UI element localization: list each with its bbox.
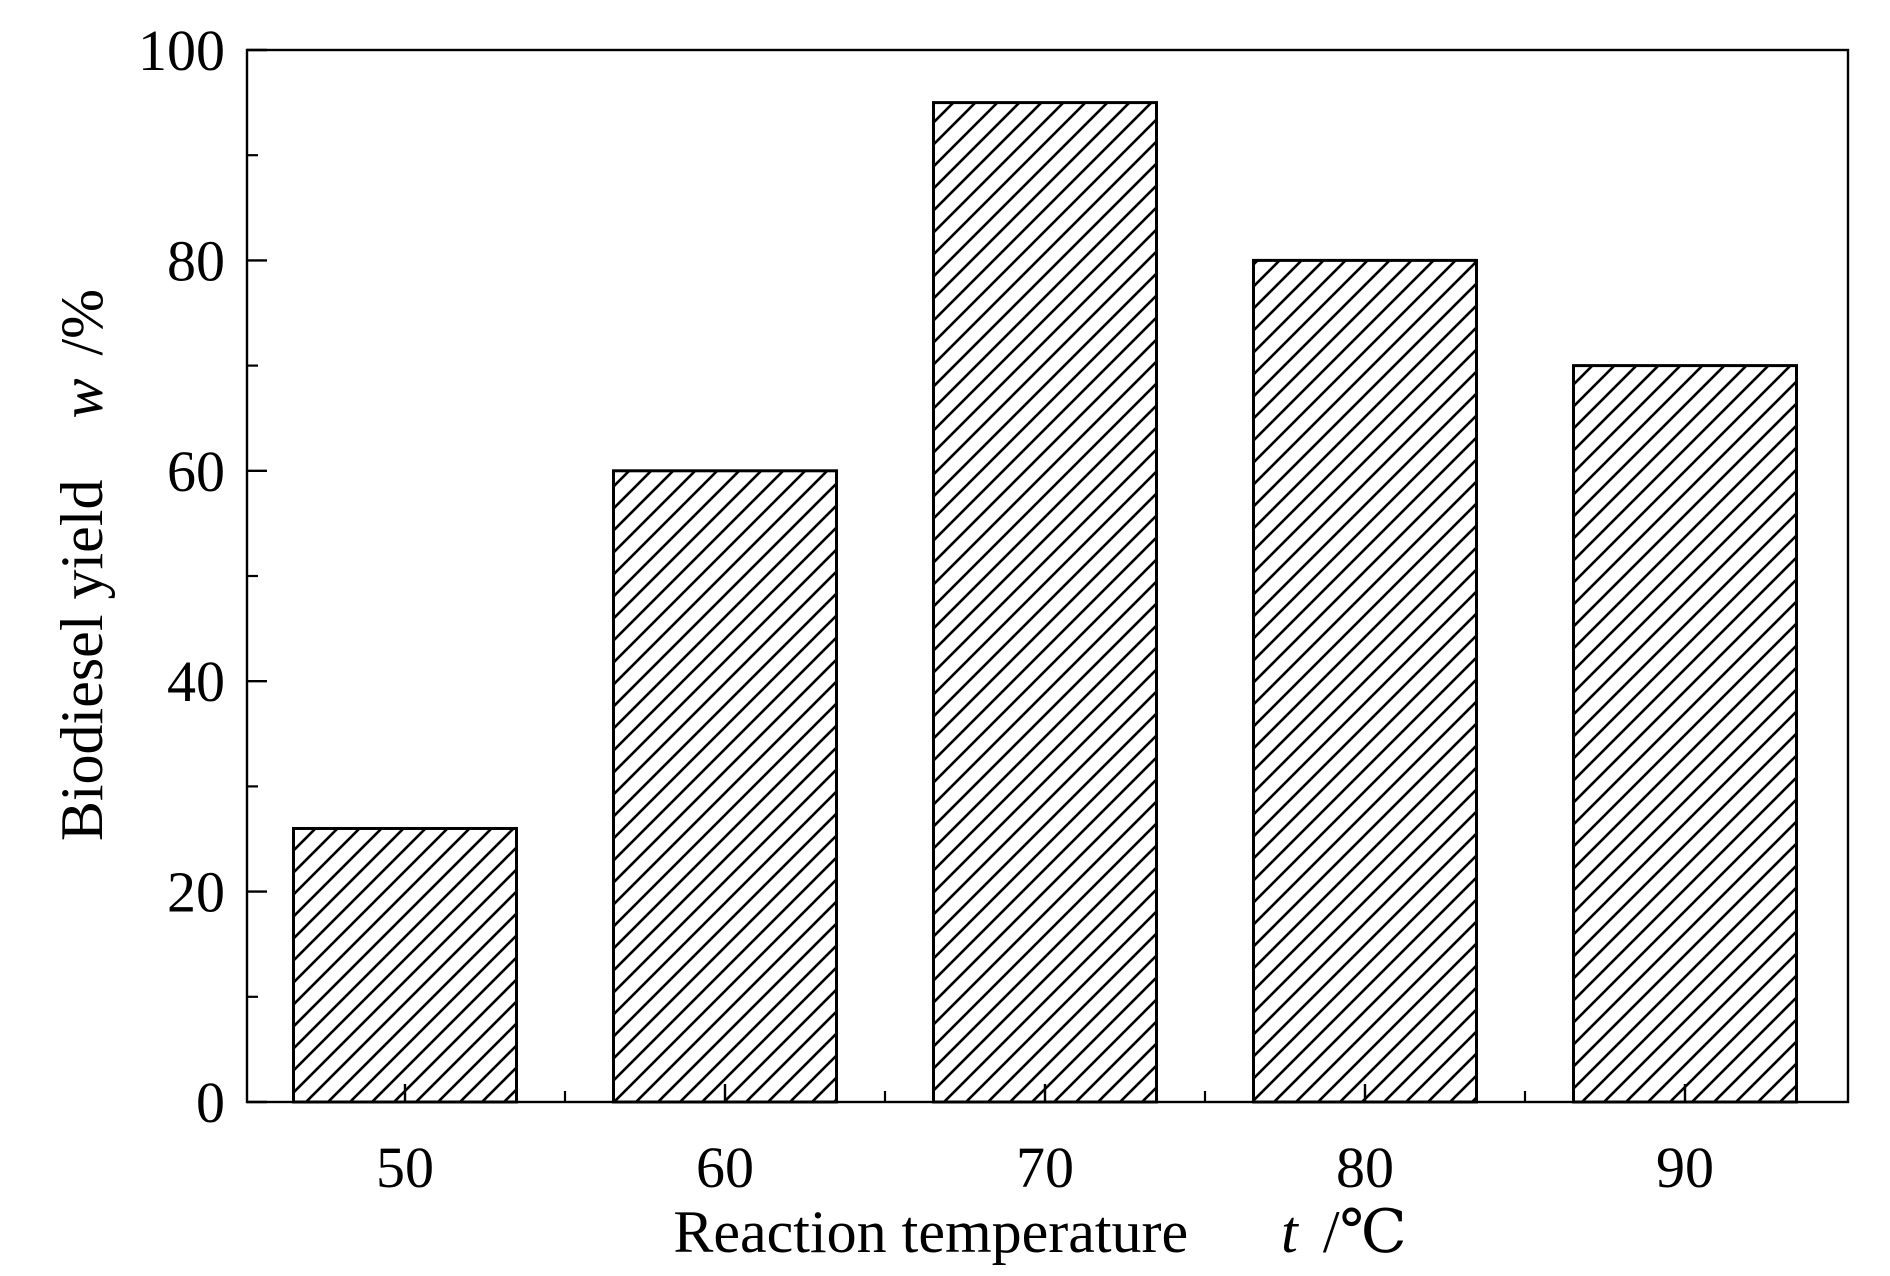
bar-80 [1252,258,1478,1104]
y-tick-label-20: 20 [167,860,225,925]
x-tick-label-50: 50 [376,1135,434,1200]
x-axis-title-unit: /℃ [1323,1199,1407,1265]
x-tick-label-60: 60 [696,1135,754,1200]
y-tick-label-100: 100 [138,18,225,83]
y-axis-title-text: Biodiesel yield [49,480,115,842]
y-tick-label-0: 0 [196,1070,225,1135]
bar-60 [612,469,838,1104]
y-tick-label-60: 60 [167,439,225,504]
y-axis-title-unit: /% [49,289,115,356]
x-tick-label-80: 80 [1336,1135,1394,1200]
axis-layer [245,48,1850,1104]
bar-90 [1572,364,1798,1104]
x-axis-title-symbol: t [1281,1199,1299,1265]
y-tick-label-80: 80 [167,228,225,293]
x-axis-title: Reaction temperature t /℃ [673,1199,1406,1265]
y-axis-title: Biodiesel yield w /% [49,289,115,841]
bar-50 [292,826,518,1104]
y-tick-label-40: 40 [167,649,225,714]
labels-layer: 0 20 40 60 80 100 50 60 70 80 90 [138,18,1714,1200]
bar-70 [932,101,1158,1104]
x-tick-label-70: 70 [1016,1135,1074,1200]
y-axis-title-symbol: w [49,379,115,419]
bars-layer [292,101,1798,1104]
x-axis-title-text: Reaction temperature [673,1199,1188,1265]
x-tick-label-90: 90 [1656,1135,1714,1200]
